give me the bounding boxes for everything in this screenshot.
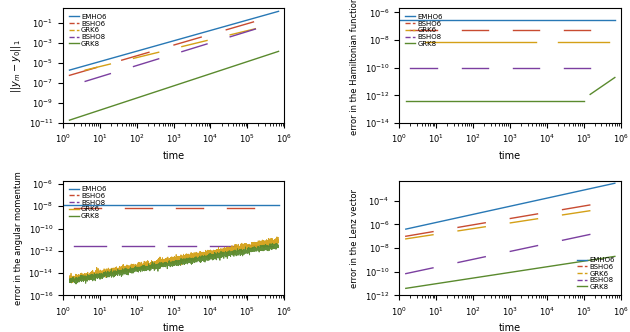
Legend: EMHO6, BSHO6, BSHO8, GRK6, GRK8: EMHO6, BSHO6, BSHO8, GRK6, GRK8 [67, 184, 108, 221]
X-axis label: time: time [499, 323, 521, 332]
Legend: EMHO6, BSHO6, GRK6, BSHO8, GRK8: EMHO6, BSHO6, GRK6, BSHO8, GRK8 [67, 12, 108, 49]
Y-axis label: error in the angular momentum: error in the angular momentum [14, 171, 23, 305]
X-axis label: time: time [163, 151, 185, 161]
X-axis label: time: time [163, 323, 185, 332]
Legend: EMHO6, BSHO6, GRK6, BSHO8, GRK8: EMHO6, BSHO6, GRK6, BSHO8, GRK8 [403, 12, 445, 49]
Y-axis label: error in the Hamiltonian function: error in the Hamiltonian function [350, 0, 359, 135]
Y-axis label: error in the Lenz vector: error in the Lenz vector [350, 189, 359, 288]
Legend: EMHO6, BSHO6, GRK6, BSHO8, GRK8: EMHO6, BSHO6, GRK6, BSHO8, GRK8 [575, 255, 617, 292]
X-axis label: time: time [499, 151, 521, 161]
Y-axis label: $||y_m - y_0||_1$: $||y_m - y_0||_1$ [9, 39, 23, 93]
